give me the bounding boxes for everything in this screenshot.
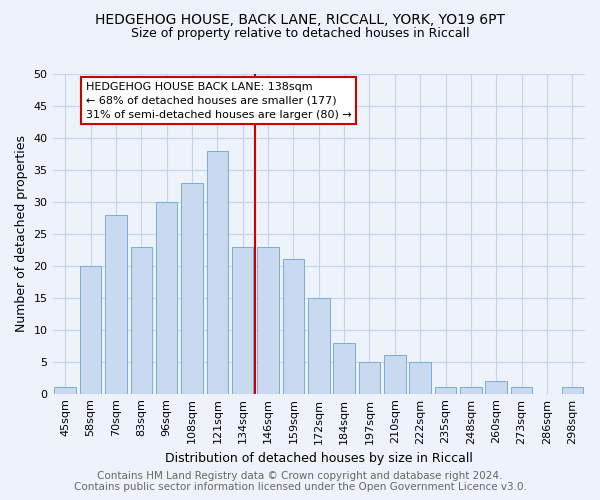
Bar	[485, 381, 507, 394]
Bar	[359, 362, 380, 394]
Text: HEDGEHOG HOUSE, BACK LANE, RICCALL, YORK, YO19 6PT: HEDGEHOG HOUSE, BACK LANE, RICCALL, YORK…	[95, 12, 505, 26]
Text: HEDGEHOG HOUSE BACK LANE: 138sqm
← 68% of detached houses are smaller (177)
31% : HEDGEHOG HOUSE BACK LANE: 138sqm ← 68% o…	[86, 82, 351, 120]
Bar	[257, 246, 279, 394]
Bar	[206, 150, 228, 394]
Bar	[308, 298, 329, 394]
Bar	[181, 182, 203, 394]
Bar	[334, 342, 355, 394]
Bar	[283, 260, 304, 394]
Bar	[562, 388, 583, 394]
X-axis label: Distribution of detached houses by size in Riccall: Distribution of detached houses by size …	[165, 452, 473, 465]
Bar	[511, 388, 532, 394]
Y-axis label: Number of detached properties: Number of detached properties	[15, 136, 28, 332]
Bar	[384, 356, 406, 394]
Bar	[409, 362, 431, 394]
Bar	[460, 388, 482, 394]
Bar	[80, 266, 101, 394]
Bar	[131, 246, 152, 394]
Bar	[232, 246, 253, 394]
Bar	[435, 388, 457, 394]
Bar	[55, 388, 76, 394]
Bar	[105, 214, 127, 394]
Text: Contains HM Land Registry data © Crown copyright and database right 2024.
Contai: Contains HM Land Registry data © Crown c…	[74, 471, 526, 492]
Text: Size of property relative to detached houses in Riccall: Size of property relative to detached ho…	[131, 28, 469, 40]
Bar	[156, 202, 178, 394]
